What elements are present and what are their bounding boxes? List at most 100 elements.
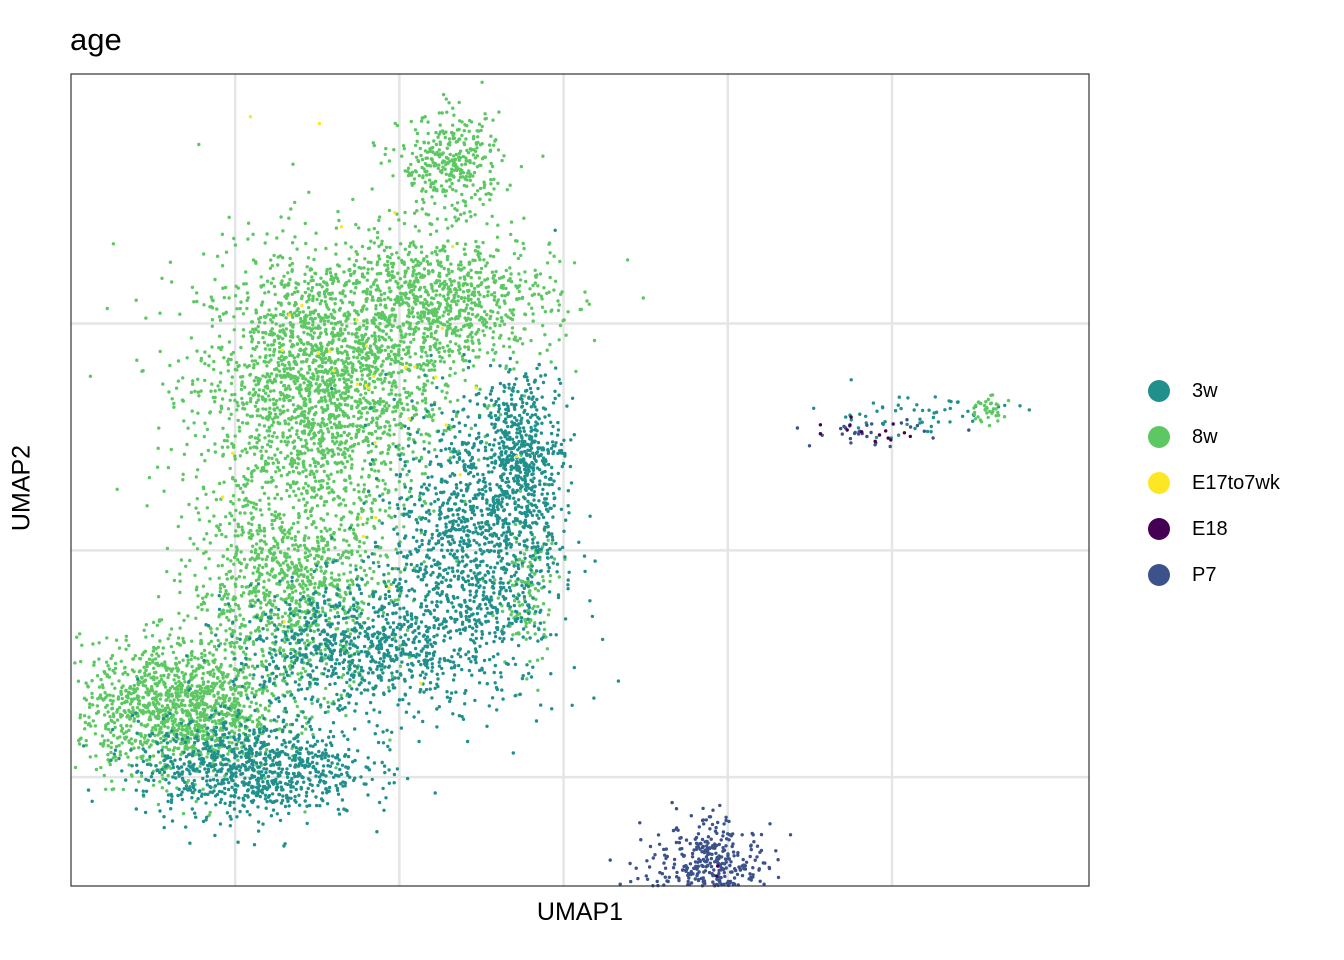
data-point bbox=[373, 469, 377, 473]
data-point bbox=[224, 694, 229, 698]
data-point bbox=[174, 702, 178, 706]
data-point bbox=[143, 673, 147, 678]
data-point bbox=[251, 720, 255, 724]
data-point bbox=[250, 516, 254, 521]
data-point bbox=[458, 168, 463, 172]
data-point bbox=[336, 552, 341, 557]
data-point bbox=[234, 618, 238, 622]
data-point bbox=[200, 607, 204, 612]
data-point bbox=[252, 387, 256, 391]
data-point bbox=[395, 123, 400, 128]
data-point bbox=[287, 422, 291, 426]
data-point bbox=[165, 666, 170, 670]
data-point bbox=[397, 218, 401, 222]
data-point bbox=[310, 448, 314, 452]
data-point bbox=[442, 159, 447, 164]
data-point bbox=[82, 714, 87, 718]
data-point bbox=[336, 373, 340, 377]
data-point bbox=[300, 579, 305, 583]
data-point bbox=[315, 345, 319, 349]
data-point bbox=[212, 490, 216, 494]
data-point bbox=[362, 319, 366, 323]
data-point bbox=[404, 390, 408, 394]
data-point bbox=[372, 360, 376, 364]
data-point bbox=[122, 666, 127, 670]
data-point bbox=[343, 364, 347, 368]
data-point bbox=[334, 766, 338, 770]
data-point bbox=[174, 693, 179, 697]
data-point bbox=[558, 323, 563, 328]
data-point bbox=[151, 620, 156, 625]
data-point bbox=[291, 481, 296, 485]
data-point bbox=[276, 334, 280, 338]
data-point bbox=[274, 605, 278, 610]
data-point bbox=[401, 452, 406, 456]
data-point bbox=[424, 464, 428, 469]
data-point bbox=[186, 658, 190, 662]
data-point bbox=[365, 436, 369, 441]
data-point bbox=[378, 436, 383, 440]
data-point bbox=[328, 527, 332, 531]
data-point bbox=[207, 557, 211, 561]
data-point bbox=[360, 608, 364, 612]
data-point bbox=[181, 658, 185, 662]
data-point bbox=[199, 452, 204, 457]
data-point bbox=[290, 261, 295, 266]
data-point bbox=[148, 715, 152, 719]
data-point bbox=[295, 432, 299, 436]
data-point bbox=[283, 439, 287, 444]
data-point bbox=[203, 350, 207, 354]
data-point bbox=[152, 703, 156, 707]
data-point bbox=[300, 319, 304, 324]
data-point bbox=[255, 414, 260, 418]
data-point bbox=[319, 517, 323, 521]
data-point bbox=[294, 543, 298, 547]
data-point bbox=[340, 372, 344, 377]
data-point bbox=[147, 701, 151, 705]
data-point bbox=[116, 697, 121, 701]
data-point bbox=[209, 688, 213, 693]
data-point bbox=[290, 416, 295, 420]
data-point bbox=[186, 711, 191, 715]
data-point bbox=[268, 266, 273, 270]
data-point bbox=[262, 595, 267, 600]
data-point bbox=[137, 702, 142, 706]
data-point bbox=[159, 720, 164, 725]
data-point bbox=[319, 424, 323, 429]
data-point bbox=[415, 209, 419, 213]
data-point bbox=[408, 490, 412, 494]
data-point bbox=[104, 695, 108, 699]
data-point bbox=[257, 433, 261, 437]
data-point bbox=[246, 421, 250, 425]
data-point bbox=[249, 334, 253, 339]
data-point bbox=[281, 561, 285, 565]
data-point bbox=[406, 408, 410, 412]
data-point bbox=[415, 363, 419, 367]
data-point bbox=[140, 675, 144, 679]
data-point bbox=[413, 406, 418, 410]
data-point bbox=[160, 754, 165, 758]
data-point bbox=[279, 597, 283, 601]
data-point bbox=[271, 694, 276, 698]
data-point bbox=[334, 226, 339, 230]
data-point bbox=[291, 609, 295, 614]
data-point bbox=[458, 172, 463, 176]
data-point bbox=[254, 542, 259, 546]
data-point bbox=[360, 373, 364, 377]
data-point bbox=[110, 707, 114, 711]
data-point bbox=[380, 408, 385, 412]
data-point bbox=[342, 572, 346, 576]
data-point bbox=[433, 179, 438, 184]
data-point bbox=[218, 318, 223, 322]
data-point bbox=[282, 658, 287, 663]
data-point bbox=[287, 374, 291, 378]
data-point bbox=[294, 652, 298, 656]
data-point bbox=[363, 583, 368, 587]
data-point bbox=[112, 733, 116, 738]
data-point bbox=[206, 751, 210, 755]
data-point bbox=[383, 487, 387, 491]
data-point bbox=[342, 487, 346, 491]
data-point bbox=[186, 426, 190, 430]
data-point bbox=[335, 431, 340, 435]
data-point bbox=[269, 602, 274, 607]
